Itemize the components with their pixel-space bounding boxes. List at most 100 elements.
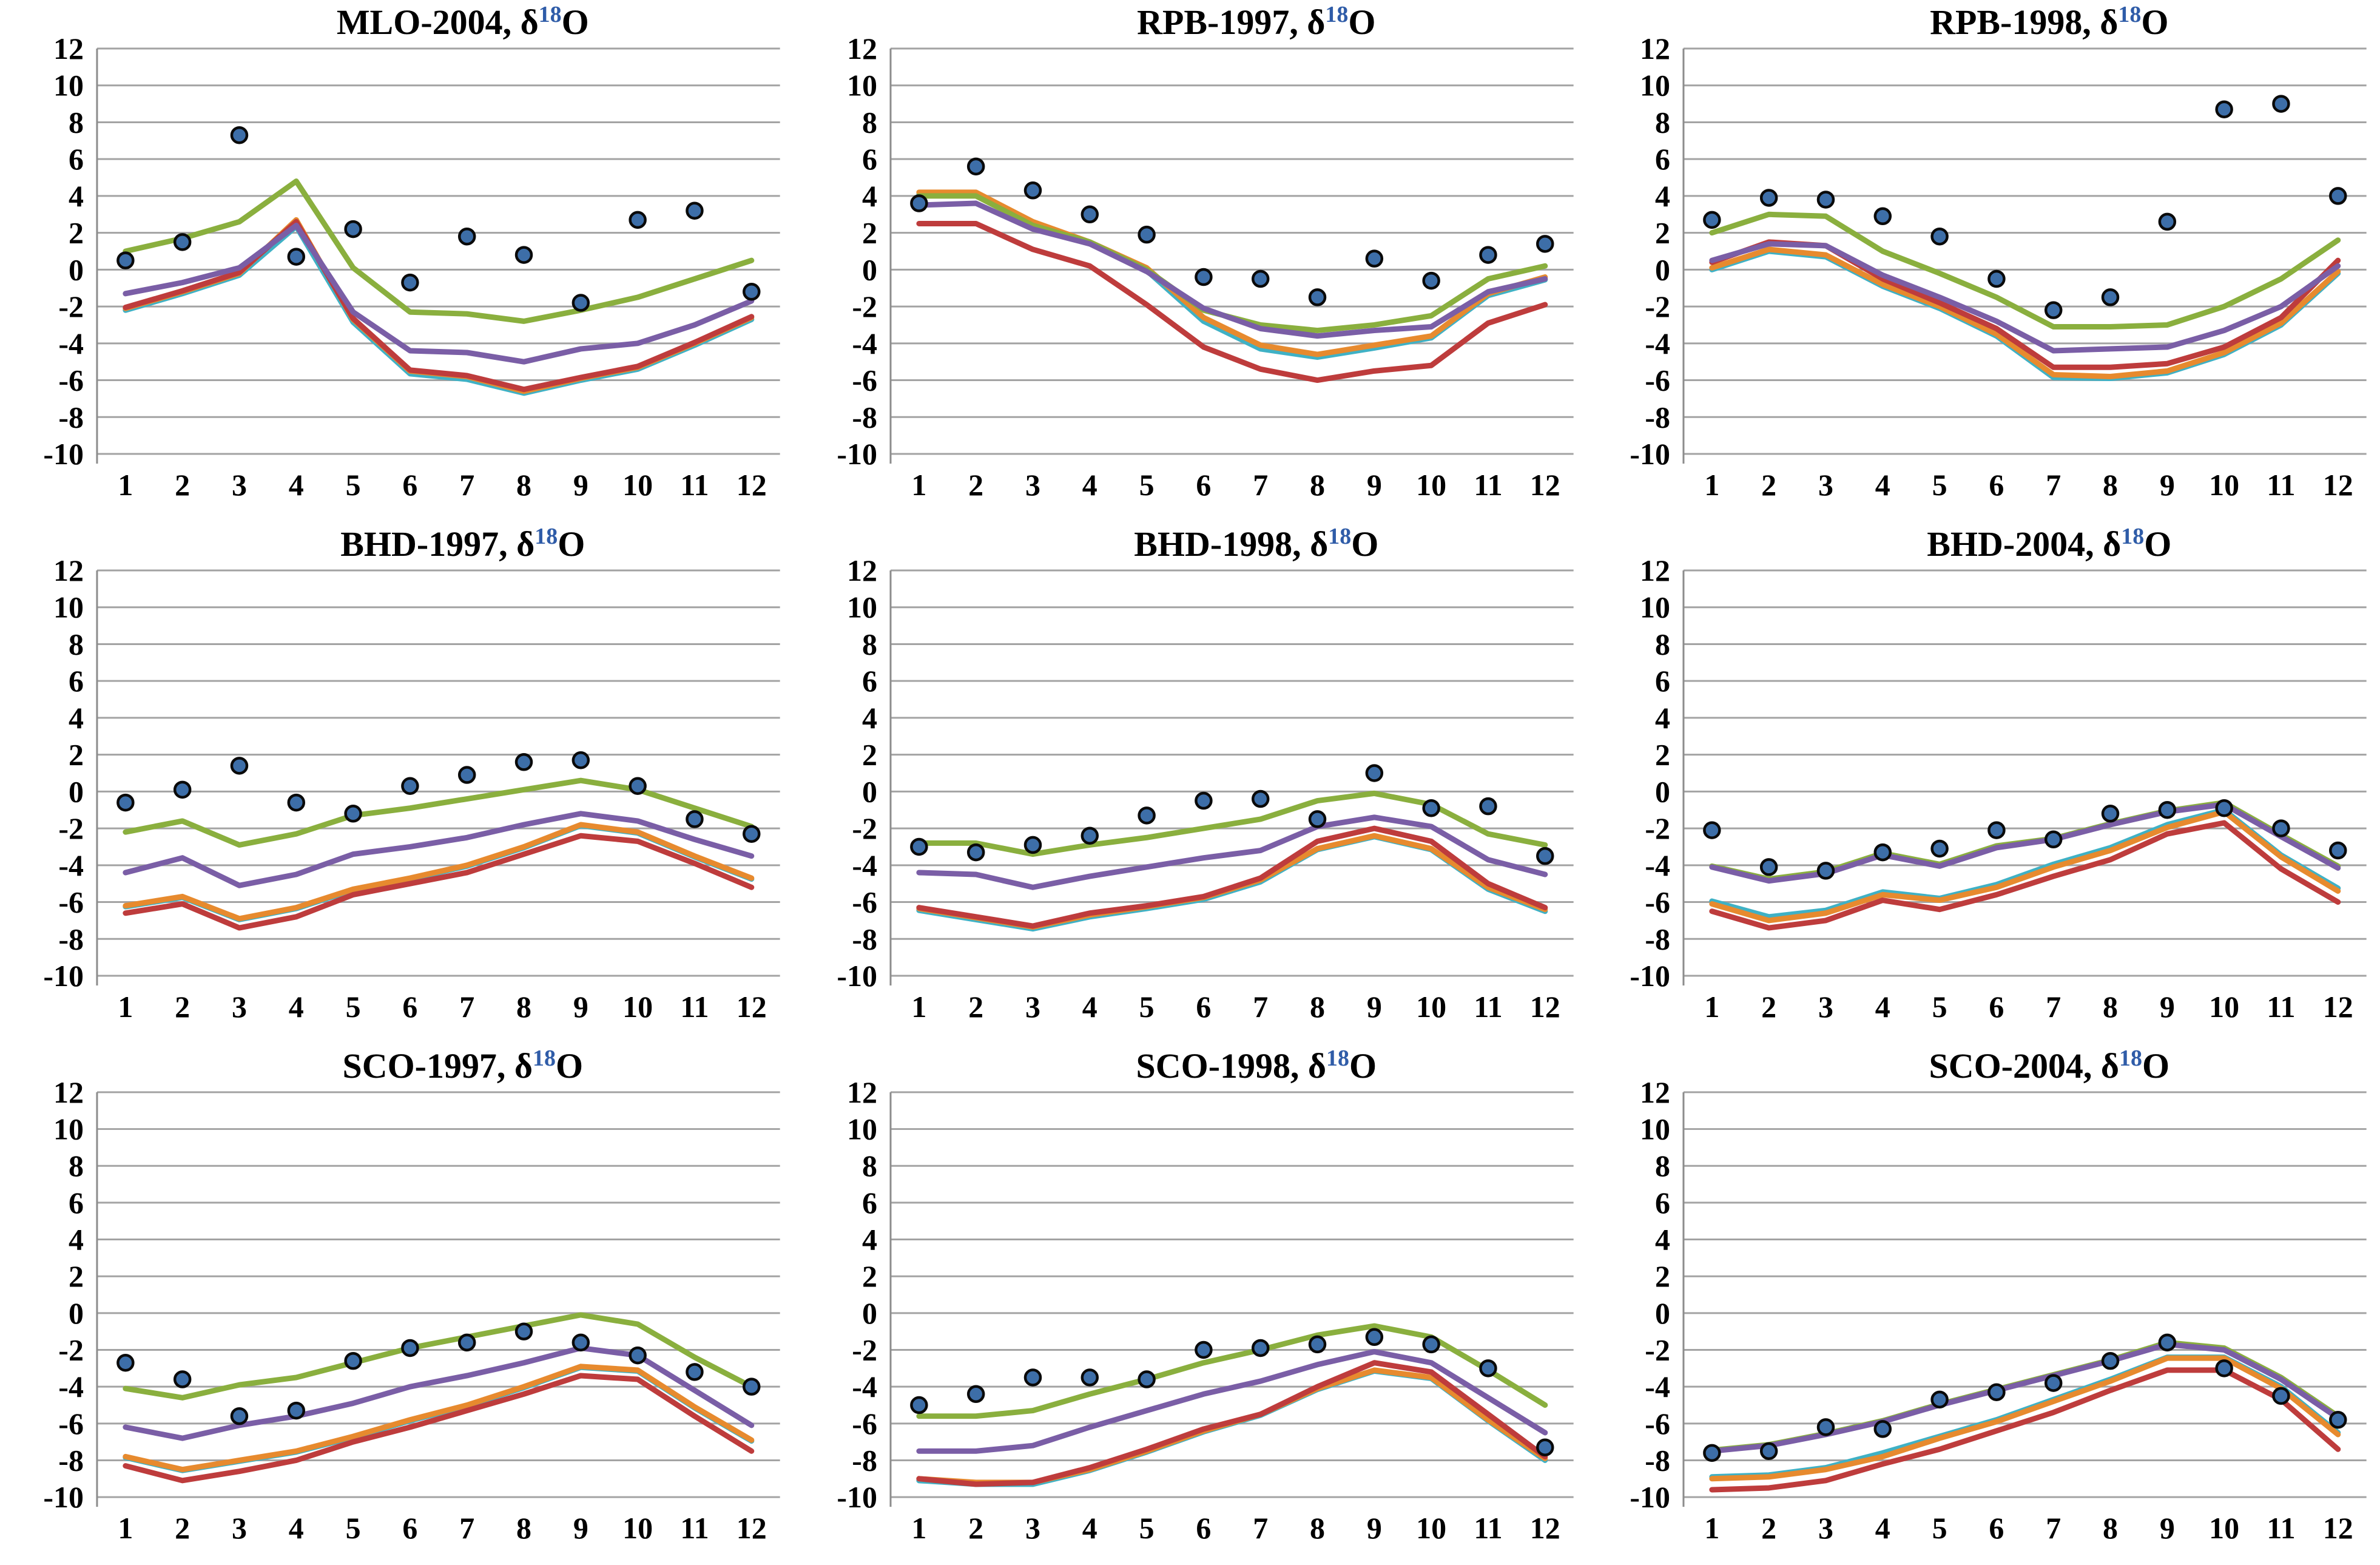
chart-sco-2004: 12 10 8 6 4 2 0 -2 -4 -6 -8 -10 1 2 3 4 5 6 7 8 9 10 11 12 SCO-2…: [1586, 1044, 2380, 1565]
x-tick-label: 2: [175, 468, 190, 502]
gridlines: [890, 47, 1574, 455]
line-model-orange: [916, 189, 1548, 357]
y-tick-label: 2: [862, 1259, 877, 1293]
obs-point: [401, 273, 419, 292]
obs-point: [1817, 862, 1835, 880]
scatter-observations: [909, 764, 1554, 865]
y-tick-label: 12: [1640, 32, 1670, 66]
x-tick-label: 3: [1818, 468, 1833, 502]
obs-point: [571, 751, 590, 769]
x-tick-label: 9: [1367, 990, 1382, 1024]
line-model-green: [1709, 211, 2341, 330]
chart-bhd-1997: 12 10 8 6 4 2 0 -2 -4 -6 -8 -10 1 2 3 4 5 6 7 8 9 10 11 12 BHD-1…: [0, 522, 794, 1044]
line-model-red: [1709, 239, 2341, 370]
x-tick-label: 6: [1989, 468, 2004, 502]
x-tick-label: 11: [2267, 468, 2296, 502]
y-tick-label: -10: [1630, 437, 1671, 471]
line-model-green: [123, 1312, 755, 1401]
y-tick-label: -4: [58, 848, 84, 882]
obs-point: [686, 810, 704, 828]
y-tick-label: 8: [1655, 627, 1670, 661]
obs-point: [1422, 271, 1440, 290]
x-tick-label: 10: [622, 468, 653, 502]
y-tick-label: 0: [1655, 1296, 1670, 1330]
x-tick-label: 3: [1818, 990, 1833, 1024]
x-tick-label: 5: [346, 1511, 361, 1545]
obs-point: [2045, 1374, 2063, 1392]
obs-point: [116, 1354, 135, 1372]
x-tick-label: 11: [1474, 1511, 1502, 1545]
scatter-observations: [909, 1328, 1554, 1456]
obs-point: [1365, 1328, 1383, 1347]
obs-point: [909, 194, 928, 212]
y-tick-label: 8: [862, 105, 877, 139]
scatter-observations: [116, 1322, 761, 1425]
y-tick-label: 2: [862, 738, 877, 772]
x-tick-label: 3: [232, 468, 247, 502]
x-tick-label: 4: [289, 1511, 304, 1545]
obs-point: [1817, 1418, 1835, 1436]
x-tick-label: 12: [737, 468, 767, 502]
obs-point: [1023, 1368, 1042, 1387]
y-tick-label: -6: [58, 885, 84, 919]
chart-sco-1998: 12 10 8 6 4 2 0 -2 -4 -6 -8 -10 1 2 3 4 5 6 7 8 9 10 11 12 SCO-1…: [794, 1044, 1587, 1565]
y-tick-label: 2: [69, 1259, 84, 1293]
x-tick-label: 10: [1416, 990, 1446, 1024]
line-model-purple: [916, 814, 1548, 890]
y-tick-label: -4: [1645, 326, 1671, 360]
obs-point: [2158, 800, 2177, 819]
y-tick-label: -6: [1645, 363, 1671, 397]
scatter-observations: [116, 126, 761, 312]
obs-point: [1760, 1442, 1778, 1461]
x-tick-label: 3: [1025, 990, 1040, 1024]
obs-point: [2329, 187, 2347, 205]
line-model-orange: [1709, 246, 2341, 379]
y-tick-label: 12: [1640, 1075, 1670, 1109]
obs-point: [1308, 288, 1326, 306]
y-tick-label: 6: [1655, 142, 1670, 176]
y-tick-label: 4: [862, 1223, 877, 1257]
y-tick-label: -2: [852, 1333, 877, 1367]
x-tick-label: 11: [2267, 1511, 2296, 1545]
obs-point: [1478, 246, 1497, 264]
obs-point: [1930, 227, 1949, 246]
obs-point: [1194, 268, 1213, 286]
scatter-observations: [116, 751, 761, 843]
x-tick-label: 6: [1989, 990, 2004, 1024]
chart-bhd-1998: 12 10 8 6 4 2 0 -2 -4 -6 -8 -10 1 2 3 4 5 6 7 8 9 10 11 12 BHD-1…: [794, 522, 1587, 1044]
obs-point: [1023, 181, 1042, 200]
obs-point: [629, 211, 647, 229]
x-tick-label: 9: [1367, 468, 1382, 502]
obs-point: [230, 757, 249, 775]
y-tick-label: 6: [862, 664, 877, 698]
x-tick-label: 3: [1025, 468, 1040, 502]
obs-point: [629, 777, 647, 796]
x-tick-label: 5: [346, 468, 361, 502]
scatter-observations: [1703, 95, 2347, 319]
obs-point: [1536, 235, 1554, 253]
obs-point: [1536, 1438, 1554, 1456]
x-tick-label: 12: [2323, 1511, 2353, 1545]
y-tick-label: 8: [69, 105, 84, 139]
y-tick-label: -8: [58, 1443, 84, 1477]
obs-point: [1251, 269, 1270, 288]
y-tick-label: 6: [69, 142, 84, 176]
line-model-red: [123, 218, 755, 393]
line-model-green: [916, 193, 1548, 334]
obs-point: [909, 1396, 928, 1415]
x-tick-label: 11: [2267, 990, 2296, 1024]
obs-point: [1873, 1420, 1892, 1438]
x-axis-tick-labels: 1 2 3 4 5 6 7 8 9 10 11 12: [911, 1511, 1560, 1545]
x-tick-label: 4: [289, 990, 304, 1024]
line-model-red: [916, 825, 1548, 929]
x-tick-label: 10: [2209, 468, 2239, 502]
obs-point: [1930, 1390, 1949, 1409]
obs-point: [1138, 225, 1156, 244]
obs-point: [173, 233, 192, 251]
y-tick-label: 0: [862, 252, 877, 286]
line-model-purple: [1709, 241, 2341, 354]
x-tick-label: 12: [1529, 1511, 1560, 1545]
obs-point: [1422, 1335, 1440, 1354]
obs-point: [686, 201, 704, 220]
